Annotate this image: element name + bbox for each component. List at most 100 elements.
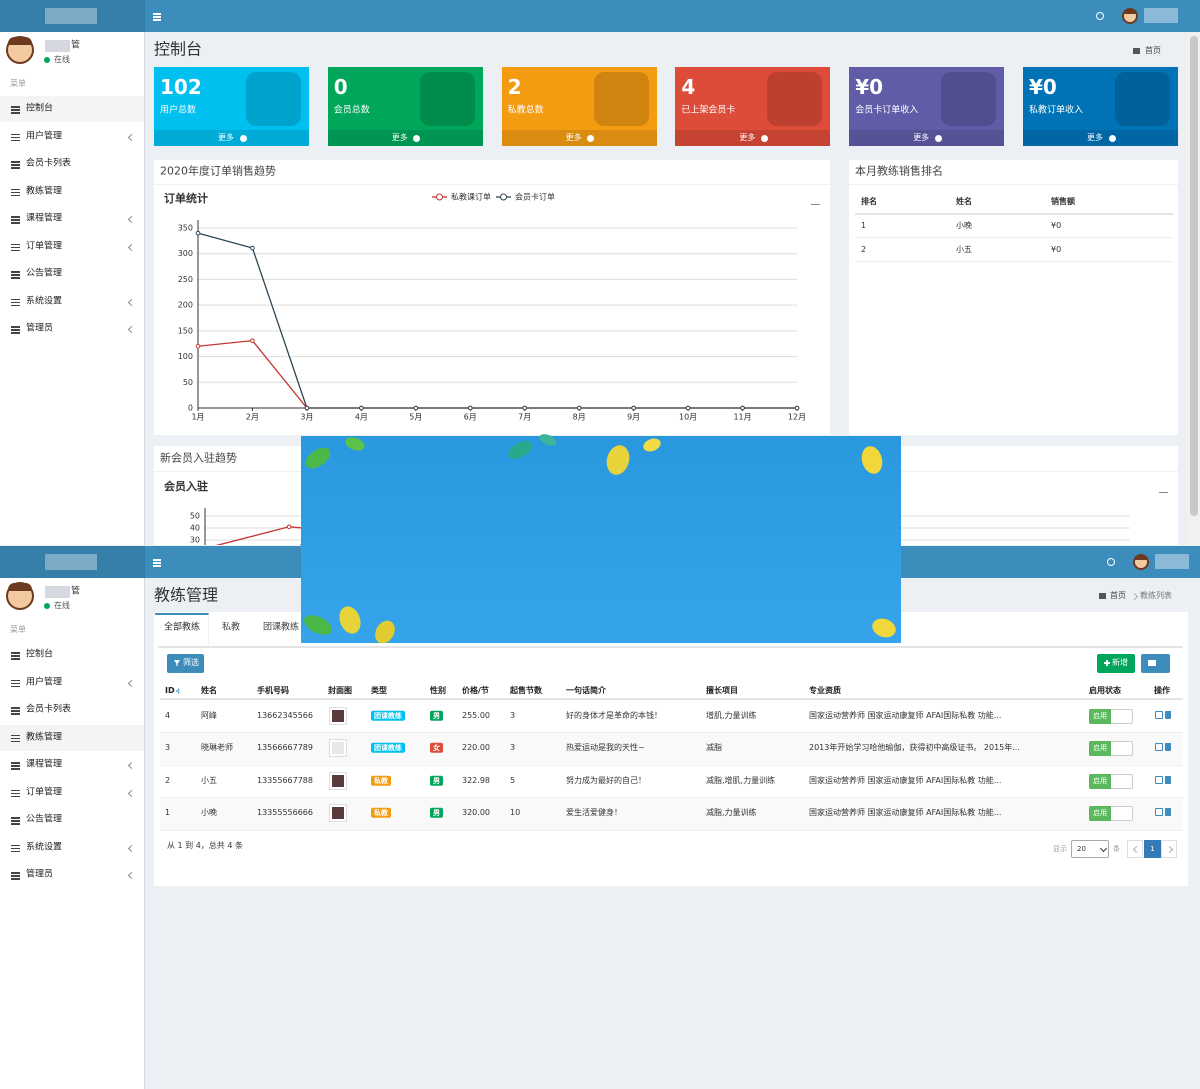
point [631,405,636,411]
tab[interactable]: 全部教练 [164,622,201,633]
stat-value: ¥0 [1029,75,1057,99]
table-header: 一句话简介 [566,686,606,696]
stat-box [327,67,483,146]
breadcrumb: 教练列表 [1140,591,1172,601]
tab[interactable]: 团课教练 [263,622,300,633]
menu-icon [11,762,20,764]
table-header: 价格/节 [462,686,489,696]
stat-more[interactable]: 更多 [739,133,756,143]
user-status: 在线 [54,55,70,65]
table-header: 类型 [371,686,387,696]
tab-active [155,613,209,647]
menu-heading: 菜单 [10,625,26,635]
point [250,338,255,343]
edit-icon[interactable] [1155,775,1163,784]
add-button[interactable] [1097,654,1135,673]
stat-more[interactable]: 更多 [1087,133,1103,143]
menu-item[interactable]: 用户管理 [26,131,63,142]
cover-image [332,774,344,787]
menu-icon [11,655,20,657]
delete-icon[interactable] [1165,808,1171,816]
avatar-hair [1135,555,1147,560]
cover-image [332,709,344,722]
panel-divider [154,184,830,185]
menu-icon [11,298,20,300]
menu-item[interactable]: 订单管理 [26,241,63,252]
edit-icon[interactable] [1155,808,1163,816]
menu-item[interactable]: 公告管理 [26,268,63,279]
stat-more[interactable]: 更多 [913,133,930,143]
menu-item[interactable]: 公告管理 [26,814,63,825]
y-tick-label: 350 [178,224,193,233]
delete-icon[interactable] [1165,743,1171,751]
stat-box [501,67,657,146]
menu-item[interactable]: 管理员 [26,323,54,334]
status-dot [44,57,50,63]
menu-icon [11,274,20,276]
table-header[interactable]: ID [165,686,175,696]
table-cell: 努力成为最好的自己！ [566,775,646,785]
menu-item[interactable]: 教练管理 [26,186,63,197]
sort-icon [176,688,180,694]
page-number: 1 [1150,844,1155,853]
x-tick-label: 6月 [464,413,477,422]
stat-value: 102 [160,75,202,99]
edit-icon[interactable] [1155,743,1163,751]
stat-value: 4 [681,75,696,99]
menu-item[interactable]: 教练管理 [26,732,63,743]
menu-item[interactable]: 会员卡列表 [26,158,72,169]
panel-title: 2020年度订单销售趋势 [160,164,276,178]
table-cell: 4 [165,710,171,720]
page-size-select[interactable] [1071,840,1109,858]
menu-icon [11,875,20,877]
avatar-hair [8,37,32,46]
delete-icon[interactable] [1165,775,1171,784]
type-badge: 私教 [371,807,391,819]
menu-active [0,96,144,122]
menu-icon [11,847,20,849]
x-tick-label: 8月 [573,413,586,422]
menu-item[interactable]: 课程管理 [26,213,63,224]
stat-more[interactable]: 更多 [218,133,234,143]
menu-item[interactable]: 系统设置 [26,296,63,307]
menu-icon [11,878,20,880]
tab[interactable]: 私教 [222,622,241,633]
menu-icon [11,713,20,715]
menu-item[interactable]: 控制台 [26,103,54,114]
add-label: 新增 [1112,658,1128,668]
filter-label: 筛选 [183,658,199,668]
breadcrumb[interactable]: 首页 [1110,591,1126,601]
menu-icon [11,740,20,742]
menu-item[interactable]: 控制台 [26,649,54,660]
edit-icon[interactable] [1155,710,1163,719]
stat-more[interactable]: 更多 [391,133,408,143]
menu-item[interactable]: 管理员 [26,869,54,880]
menu-item[interactable]: 用户管理 [26,677,63,688]
avatar-hair [8,583,32,592]
page-prev[interactable] [1127,840,1143,858]
stat-more[interactable]: 更多 [565,133,582,143]
menu-icon [11,652,20,654]
y-tick-label: 300 [178,249,193,258]
type-badge: 私教 [371,775,391,786]
filter-button[interactable] [167,654,204,673]
menu-item[interactable]: 订单管理 [26,787,63,798]
table-cell: 国家运动营养师 国家运动康复师 AFAI国际私教 功能... [809,775,1002,785]
page-next[interactable] [1161,840,1177,858]
menu-item[interactable]: 课程管理 [26,759,63,770]
menu-item[interactable]: 会员卡列表 [26,704,72,715]
plus-icon [1106,660,1108,666]
table-cell: ¥0 [1051,244,1062,254]
table-header: 擅长项目 [706,686,738,696]
menu-icon [11,109,20,111]
page-button[interactable] [1144,840,1161,858]
menu-icon [11,326,20,328]
arrow-icon [587,134,595,142]
menu-icon [11,872,20,874]
table-cell: 1 [165,808,171,818]
menu-icon [11,249,20,251]
table-cell: 220.00 [462,743,490,753]
menu-item[interactable]: 系统设置 [26,842,63,853]
delete-icon[interactable] [1165,710,1171,719]
